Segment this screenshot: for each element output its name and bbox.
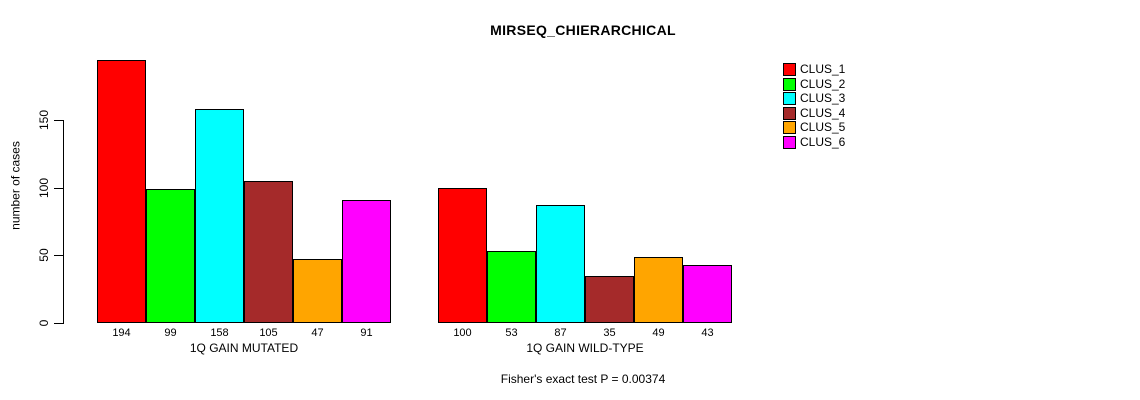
y-tick [54, 323, 63, 324]
legend-label: CLUS_1 [800, 62, 846, 76]
bar-value-label: 100 [453, 327, 472, 339]
y-tick [54, 255, 63, 257]
bar-clus_2-1 [146, 189, 195, 323]
x-axis-category-label: 1Q GAIN WILD-TYPE [526, 341, 644, 355]
chart-title: MIRSEQ_CHIERARCHICAL [490, 22, 676, 38]
bar-clus_3-1 [195, 109, 244, 323]
legend-label: CLUS_6 [800, 135, 846, 149]
bar-clus_1-2 [438, 188, 487, 323]
legend-label: CLUS_4 [800, 106, 846, 120]
bar-clus_4-2 [585, 276, 634, 323]
bar-clus_5-2 [634, 257, 683, 323]
bar-clus_6-1 [342, 200, 391, 323]
bar-value-label: 87 [554, 327, 567, 339]
legend-color-swatch [783, 136, 796, 149]
legend-color-swatch [783, 63, 796, 76]
bar-value-label: 91 [360, 327, 373, 339]
x-axis-category-label: 1Q GAIN MUTATED [189, 341, 299, 355]
y-tick-label: 100 [37, 177, 51, 198]
bar-value-label: 53 [505, 327, 518, 339]
bar-clus_1-1 [97, 60, 146, 323]
bar-value-label: 49 [652, 327, 665, 339]
y-axis-title: number of cases [8, 141, 23, 230]
bar-clus_5-1 [293, 259, 342, 323]
legend-color-swatch [783, 92, 796, 105]
legend-color-swatch [783, 107, 796, 120]
legend-label: CLUS_5 [800, 120, 846, 134]
bar-clus_6-2 [683, 265, 732, 323]
bar-value-label: 158 [210, 327, 229, 339]
y-tick-label: 150 [37, 109, 51, 131]
bar-value-label: 194 [112, 327, 131, 339]
legend-color-swatch [783, 121, 796, 134]
bar-value-label: 35 [603, 327, 616, 339]
bar-value-label: 43 [701, 327, 714, 339]
bar-clus_2-2 [487, 251, 536, 323]
bar-clus_4-1 [244, 181, 293, 323]
legend-label: CLUS_3 [800, 91, 846, 105]
y-tick-label: 50 [37, 248, 51, 263]
bar-value-label: 99 [164, 327, 177, 339]
legend-color-swatch [783, 78, 796, 91]
y-tick [54, 120, 63, 121]
bar-value-label: 105 [259, 327, 278, 339]
y-tick-label: 0 [37, 319, 51, 327]
bar-value-label: 47 [311, 327, 324, 339]
statistical-test-caption: Fisher's exact test P = 0.00374 [500, 372, 666, 386]
y-axis-line [63, 120, 64, 324]
y-tick [54, 187, 63, 189]
legend-label: CLUS_2 [800, 77, 846, 91]
bar-clus_3-2 [536, 205, 585, 323]
